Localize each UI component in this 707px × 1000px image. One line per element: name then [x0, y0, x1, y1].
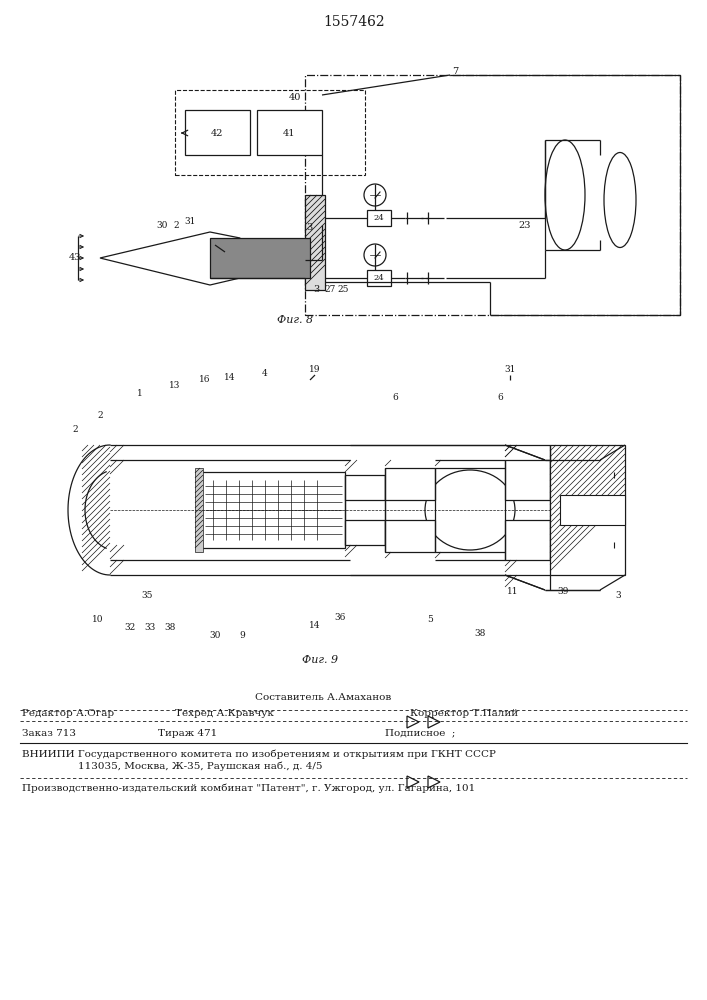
Text: 2: 2 [72, 426, 78, 434]
Circle shape [221, 251, 229, 259]
Text: 39: 39 [557, 587, 568, 596]
Text: 113035, Москва, Ж-35, Раушская наб., д. 4/5: 113035, Москва, Ж-35, Раушская наб., д. … [78, 761, 322, 771]
Text: 3: 3 [306, 223, 312, 232]
Text: 30: 30 [156, 221, 168, 230]
Text: 7: 7 [452, 68, 458, 77]
Text: Техред А.Кравчук: Техред А.Кравчук [175, 710, 274, 718]
Text: 11: 11 [507, 587, 519, 596]
Bar [257, 110, 322, 155]
Circle shape [364, 244, 386, 266]
Bar [305, 75, 680, 315]
Text: ВНИИПИ Государственного комитета по изобретениям и открытиям при ГКНТ СССР: ВНИИПИ Государственного комитета по изоб… [22, 749, 496, 759]
Text: 3: 3 [615, 591, 621, 600]
Circle shape [364, 184, 386, 206]
Text: 6: 6 [497, 393, 503, 402]
Text: 31: 31 [504, 365, 515, 374]
Bar [385, 468, 435, 500]
Bar [367, 270, 391, 286]
Bar [505, 460, 550, 500]
Bar [385, 520, 435, 552]
Bar [560, 495, 625, 525]
Text: 2: 2 [173, 221, 179, 230]
Text: 43: 43 [69, 253, 81, 262]
Text: 14: 14 [224, 372, 235, 381]
Text: 19: 19 [309, 365, 321, 374]
Bar [305, 195, 325, 290]
Ellipse shape [425, 470, 515, 550]
Text: 14: 14 [309, 620, 321, 630]
Text: Составитель А.Амаханов: Составитель А.Амаханов [255, 694, 391, 702]
Text: 41: 41 [283, 128, 296, 137]
Text: 30: 30 [209, 632, 221, 641]
Circle shape [612, 493, 622, 503]
Text: 27: 27 [325, 286, 336, 294]
Bar [550, 445, 625, 575]
Bar [367, 210, 391, 226]
Text: Подписное  ;: Подписное ; [385, 728, 455, 738]
Text: 33: 33 [144, 624, 156, 633]
Text: 10: 10 [92, 615, 104, 624]
Bar [185, 110, 250, 155]
Bar [210, 238, 310, 278]
Text: Производственно-издательский комбинат "Патент", г. Ужгород, ул. Гагарина, 101: Производственно-издательский комбинат "П… [22, 783, 475, 793]
Text: 5: 5 [427, 615, 433, 624]
Text: 4: 4 [262, 369, 268, 378]
Text: 31: 31 [185, 218, 196, 227]
Text: 24: 24 [373, 274, 385, 282]
Text: 24: 24 [373, 214, 385, 222]
Text: Фиг. 8: Фиг. 8 [277, 315, 313, 325]
Text: 2: 2 [97, 410, 103, 420]
Text: 3: 3 [313, 286, 319, 294]
Text: 38: 38 [164, 624, 175, 633]
Bar [345, 475, 385, 500]
Bar [200, 472, 345, 548]
Text: 1: 1 [137, 388, 143, 397]
Circle shape [612, 470, 622, 480]
Text: 35: 35 [141, 590, 153, 599]
Bar [195, 468, 203, 552]
Text: 9: 9 [239, 632, 245, 641]
Bar [345, 520, 385, 545]
Text: Заказ 713: Заказ 713 [22, 728, 76, 738]
Text: Корректор Т.Палий: Корректор Т.Палий [410, 710, 518, 718]
Text: Редактор А.Огар: Редактор А.Огар [22, 710, 114, 718]
Text: 23: 23 [519, 221, 531, 230]
Text: Фиг. 9: Фиг. 9 [302, 655, 338, 665]
Text: 40: 40 [289, 93, 301, 102]
Text: 36: 36 [334, 613, 346, 622]
Circle shape [612, 540, 622, 550]
Text: 32: 32 [124, 624, 136, 633]
Text: 1557462: 1557462 [323, 15, 385, 29]
Text: 6: 6 [392, 393, 398, 402]
Text: 25: 25 [337, 286, 349, 294]
Text: 42: 42 [211, 128, 223, 137]
Text: 13: 13 [169, 380, 181, 389]
Text: 38: 38 [474, 630, 486, 639]
Text: 16: 16 [199, 375, 211, 384]
Bar [505, 520, 550, 560]
Circle shape [612, 517, 622, 527]
Text: Тираж 471: Тираж 471 [158, 728, 217, 738]
Bar [175, 90, 365, 175]
